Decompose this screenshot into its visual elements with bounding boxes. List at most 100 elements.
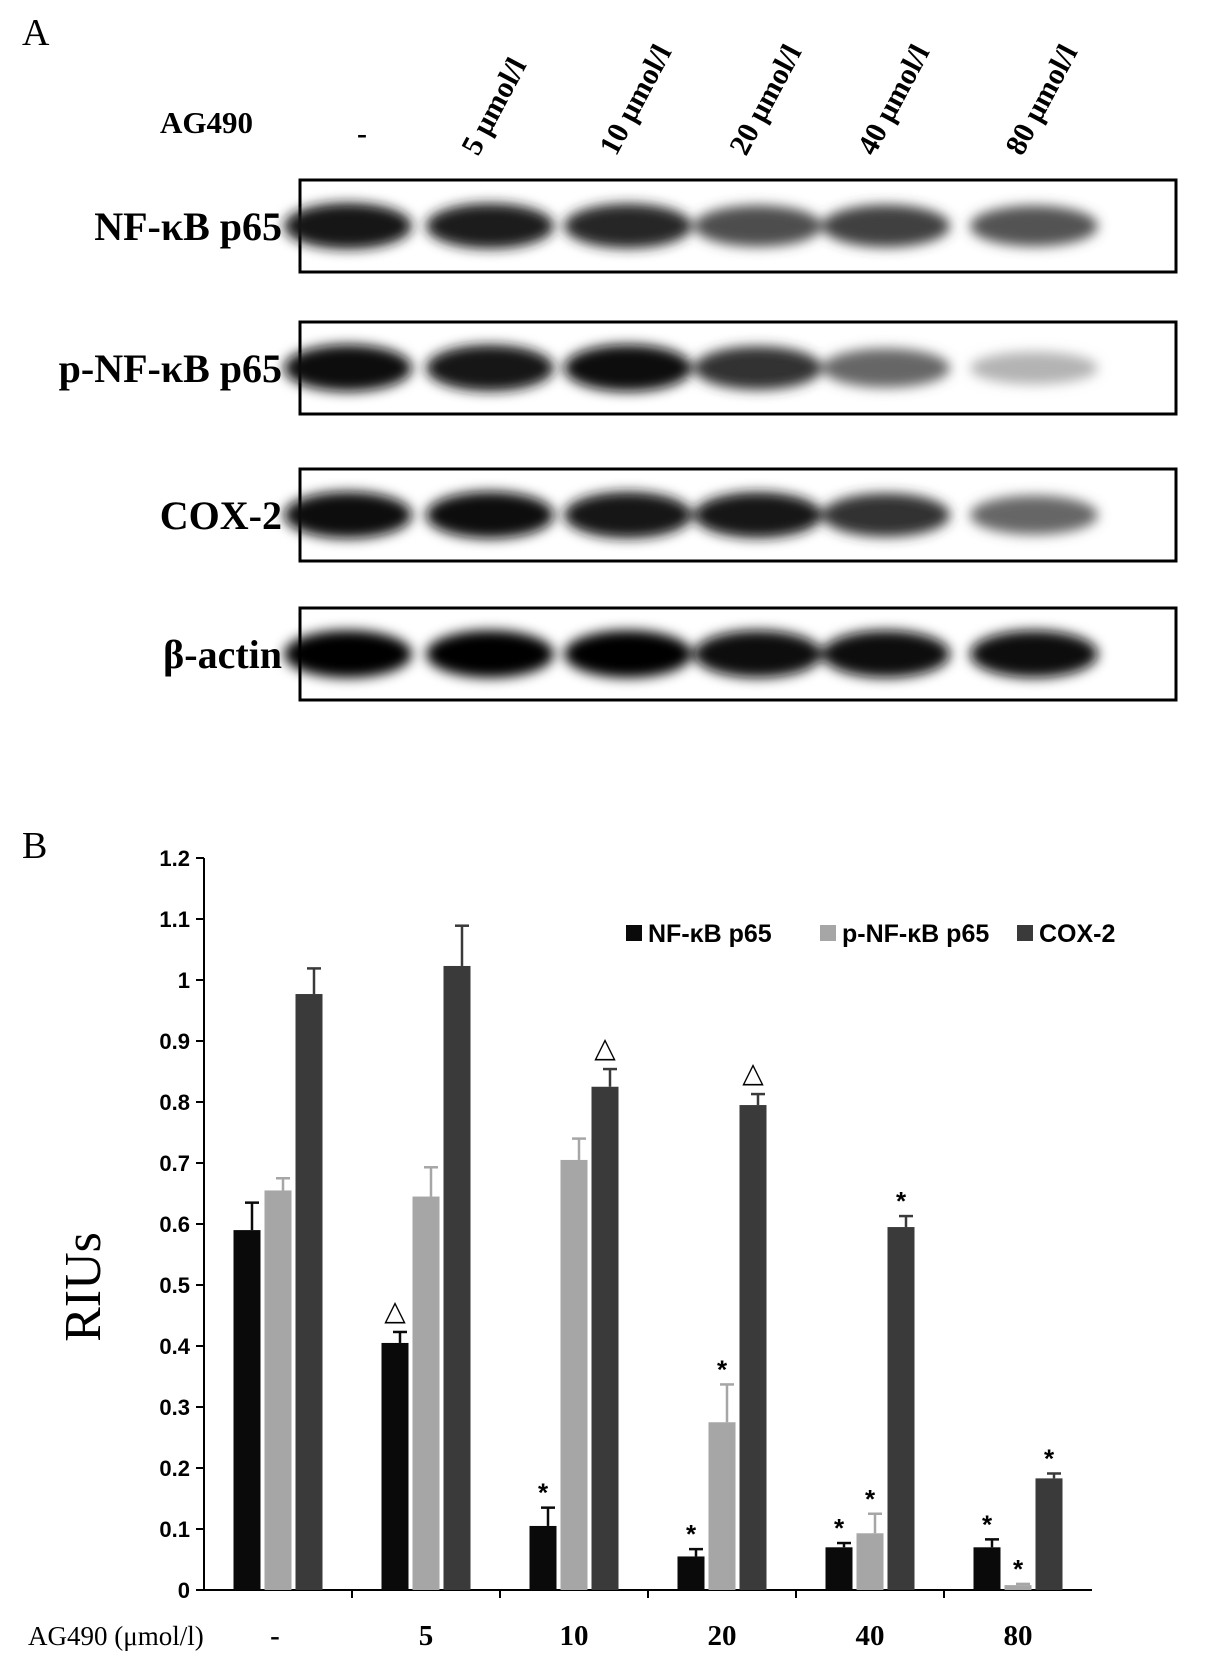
significance-star: *: [1044, 1443, 1055, 1473]
bar-chart: B RIUs AG490 (μmol/l) 0 0.1 0.2 0.3 0.4 0.5 0.…: [22, 825, 1115, 1652]
legend-swatch: [1017, 925, 1033, 941]
blot-band: [426, 344, 554, 392]
bar: [677, 1556, 705, 1590]
y-tick-label: 0.8: [159, 1090, 190, 1115]
x-category-label: 10: [560, 1620, 589, 1652]
blot-band: [694, 492, 822, 538]
y-tick-label: 1.2: [159, 846, 190, 871]
y-tick-label: 0.2: [159, 1456, 190, 1481]
blot-band: [284, 202, 412, 250]
lane-label: 40 μmol/l: [851, 39, 936, 160]
blot-band: [822, 493, 950, 537]
blot-band: [564, 491, 692, 539]
significance-star: *: [896, 1186, 907, 1216]
bar: [443, 965, 471, 1590]
blot-row-label: NF-κB p65: [94, 204, 282, 249]
blot-band: [426, 203, 554, 249]
blot-rows: NF-κB p65 p-NF-κB p65 COX-2 β-actin: [59, 178, 1178, 702]
bar: [233, 1230, 261, 1590]
bar: [381, 1342, 409, 1590]
legend-label: COX-2: [1039, 920, 1115, 948]
blot-bands: [284, 202, 1098, 250]
blot-row: COX-2: [160, 467, 1178, 563]
treatment-label: AG490: [160, 105, 253, 140]
blot-band: [426, 630, 554, 678]
x-category-label: -: [270, 1620, 280, 1652]
significance-star: *: [982, 1509, 993, 1539]
blot-band: [426, 491, 554, 539]
x-category-label: 20: [708, 1620, 737, 1652]
blot-bands: [284, 491, 1098, 539]
blot-band: [564, 203, 692, 249]
y-tick-label: 0.6: [159, 1212, 190, 1237]
blot-band: [694, 205, 822, 247]
blot-bands: [284, 344, 1098, 392]
lane-label: 80 μmol/l: [999, 39, 1084, 160]
western-blot-panel: A AG490 - 5 μmol/l 10 μmol/l 20 μmol/l 40 μ…: [22, 12, 1178, 702]
significance-star: *: [1013, 1554, 1024, 1584]
bar: [1004, 1585, 1032, 1590]
significance-star: *: [686, 1519, 697, 1549]
legend-swatch: [626, 925, 642, 941]
blot-band: [822, 204, 950, 248]
blot-row-label: COX-2: [160, 493, 282, 538]
bar: [825, 1547, 853, 1590]
significance-star: *: [865, 1484, 876, 1514]
legend-label: NF-κB p65: [648, 920, 772, 948]
y-tick-label: 0.5: [159, 1273, 190, 1298]
x-category-label: 40: [856, 1620, 885, 1652]
bar: [708, 1422, 736, 1590]
y-tick-label: 0: [178, 1578, 190, 1603]
panel-a-letter: A: [22, 12, 50, 54]
lane-label: 10 μmol/l: [593, 39, 678, 160]
y-axis-title: RIUs: [55, 1232, 112, 1342]
legend-swatch: [820, 925, 836, 941]
blot-band: [970, 205, 1098, 247]
blot-band: [564, 630, 692, 678]
blot-row-label: p-NF-κB p65: [59, 346, 282, 391]
bar: [591, 1086, 619, 1590]
blot-band: [284, 491, 412, 539]
x-category-label: 80: [1004, 1620, 1033, 1652]
bar: [973, 1547, 1001, 1590]
chart-legend: NF-κB p65 p-NF-κB p65 COX-2: [626, 920, 1115, 948]
bar: [739, 1105, 767, 1590]
lane-labels: 5 μmol/l 10 μmol/l 20 μmol/l 40 μmol/l 80 μm…: [455, 39, 1084, 160]
y-tick-label: 0.3: [159, 1395, 190, 1420]
y-tick-label: 1.1: [159, 907, 190, 932]
significance-triangle: △: [742, 1056, 764, 1089]
bar: [295, 994, 323, 1590]
y-tick-label: 0.4: [159, 1334, 190, 1359]
significance-star: *: [717, 1354, 728, 1384]
bar: [887, 1227, 915, 1590]
significance-star: *: [538, 1478, 549, 1508]
blot-row: β-actin: [163, 606, 1178, 702]
significance-star: *: [834, 1513, 845, 1543]
blot-band: [822, 348, 950, 388]
legend-label: p-NF-κB p65: [842, 920, 989, 948]
lane-label: 20 μmol/l: [723, 39, 808, 160]
chart-axes: 0 0.1 0.2 0.3 0.4 0.5 0.6 0.7 0.8 0.9 1 1.1 1.2 - 5 10 2…: [159, 846, 1092, 1652]
blot-band: [694, 346, 822, 390]
lane-label: 5 μmol/l: [455, 53, 533, 161]
y-tick-label: 0.7: [159, 1151, 190, 1176]
bar: [1035, 1478, 1063, 1590]
blot-band: [564, 344, 692, 392]
blot-bands: [284, 630, 1098, 678]
x-category-label: 5: [419, 1620, 434, 1652]
bar: [412, 1196, 440, 1590]
blot-band: [822, 630, 950, 678]
blot-band: [694, 630, 822, 678]
blot-band: [970, 351, 1098, 385]
control-lane-mark: -: [357, 117, 367, 150]
blot-band: [970, 630, 1098, 678]
x-axis-title: AG490 (μmol/l): [28, 1621, 204, 1651]
bar: [560, 1159, 588, 1590]
blot-band: [284, 630, 412, 678]
bar: [264, 1190, 292, 1590]
significance-triangle: △: [384, 1294, 406, 1327]
blot-row: NF-κB p65: [94, 178, 1178, 274]
bar: [529, 1525, 557, 1590]
panel-b-letter: B: [22, 825, 47, 867]
significance-triangle: △: [594, 1031, 616, 1064]
